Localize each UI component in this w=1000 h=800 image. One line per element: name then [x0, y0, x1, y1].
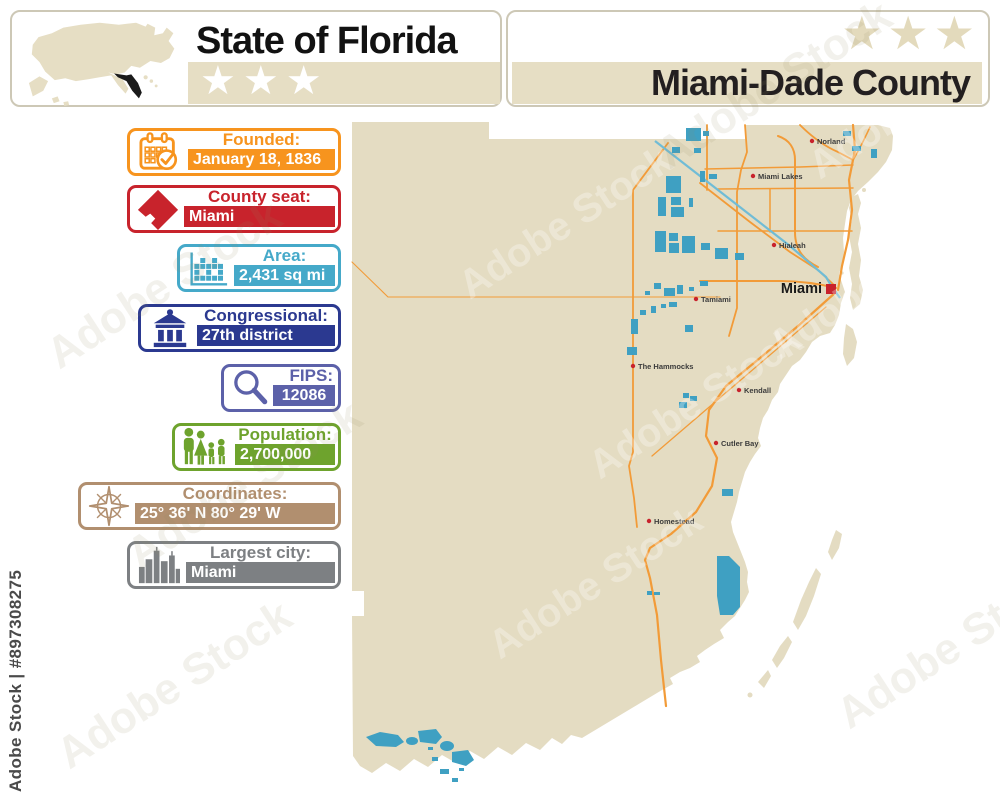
card-value: 2,700,000: [235, 444, 335, 465]
card-value: 2,431 sq mi: [234, 265, 335, 286]
map-city-the-hammocks: The Hammocks: [630, 362, 693, 371]
card-label: Founded:: [222, 130, 301, 149]
card-founded: Founded: January 18, 1836: [127, 128, 341, 176]
card-label: FIPS:: [289, 366, 333, 385]
skyline-icon: [135, 544, 183, 586]
card-value: Miami: [184, 206, 335, 227]
capitol-icon: [146, 307, 194, 349]
card-label: Congressional:: [204, 306, 328, 325]
county-map: Norland Miami Lakes Hialeah Tamiami The …: [351, 108, 1000, 782]
state-title: State of Florida: [196, 20, 458, 62]
svg-text:Homestead: Homestead: [654, 517, 695, 526]
card-area: Area: 2,431 sq mi: [177, 244, 341, 292]
card-label: Area:: [262, 246, 307, 265]
header-state-card: State of Florida ★★★: [10, 10, 502, 107]
state-stars-bar: ★★★: [188, 59, 500, 104]
card-population: Population: 2,700,000: [172, 423, 341, 471]
county-title: Miami-Dade County: [650, 62, 971, 103]
svg-text:Kendall: Kendall: [744, 386, 771, 395]
card-label: Population:: [238, 425, 332, 444]
map-city-norland: Norland: [809, 137, 846, 146]
map-city-cutler-bay: Cutler Bay: [713, 439, 759, 448]
map-city-miami-lakes: Miami Lakes: [750, 172, 803, 181]
svg-text:Miami Lakes: Miami Lakes: [758, 172, 803, 181]
card-label: Coordinates:: [182, 484, 288, 503]
compass-icon: [86, 484, 132, 528]
svg-text:The Hammocks: The Hammocks: [638, 362, 693, 371]
svg-text:Miami: Miami: [781, 281, 822, 297]
card-congressional: Congressional: 27th district: [138, 304, 341, 352]
svg-text:Cutler Bay: Cutler Bay: [721, 439, 759, 448]
usa-map-icon: [28, 22, 175, 106]
card-county-seat: County seat: Miami: [127, 185, 341, 233]
county-mainland: [352, 122, 893, 773]
family-icon: [180, 426, 232, 468]
stock-id-watermark: Adobe Stock | #897308275: [6, 569, 25, 792]
card-fips: FIPS: 12086: [221, 364, 341, 412]
svg-text:Hialeah: Hialeah: [779, 241, 806, 250]
header-county-card: ★★★ Miami-Dade County: [506, 7, 990, 107]
county-title-bar: Miami-Dade County: [512, 62, 982, 104]
card-value: 27th district: [197, 325, 335, 346]
card-value: Miami: [186, 562, 335, 583]
water-features: [366, 128, 877, 782]
card-coordinates: Coordinates: 25° 36' N 80° 29' W: [78, 482, 341, 530]
svg-text:Tamiami: Tamiami: [701, 295, 731, 304]
area-grid-icon: [185, 248, 231, 288]
map-city-hialeah: Hialeah: [771, 241, 806, 250]
magnifier-icon: [229, 367, 273, 409]
calendar-check-icon: [135, 131, 185, 173]
map-city-kendall: Kendall: [736, 386, 771, 395]
barrier-islands: [747, 150, 882, 698]
map-capital-miami: Miami: [781, 281, 836, 297]
district-arrow-icon: [135, 188, 181, 230]
star-rating-icon: ★★★: [841, 7, 980, 59]
card-value: January 18, 1836: [188, 149, 335, 170]
card-label: Largest city:: [209, 543, 312, 562]
card-value: 25° 36' N 80° 29' W: [135, 503, 335, 524]
watermark-tile: Adobe Stock: [48, 590, 301, 779]
map-city-homestead: Homestead: [646, 517, 695, 526]
card-largest-city: Largest city: Miami: [127, 541, 341, 589]
map-city-tamiami: Tamiami: [693, 295, 731, 304]
svg-text:Norland: Norland: [817, 137, 846, 146]
card-value: 12086: [273, 385, 335, 406]
svg-text:Adobe Stock: Adobe Stock: [801, 108, 1000, 188]
star-rating-icon: ★★★: [200, 59, 329, 103]
city-markers: Norland Miami Lakes Hialeah Tamiami The …: [630, 137, 846, 526]
card-label: County seat:: [208, 187, 311, 206]
